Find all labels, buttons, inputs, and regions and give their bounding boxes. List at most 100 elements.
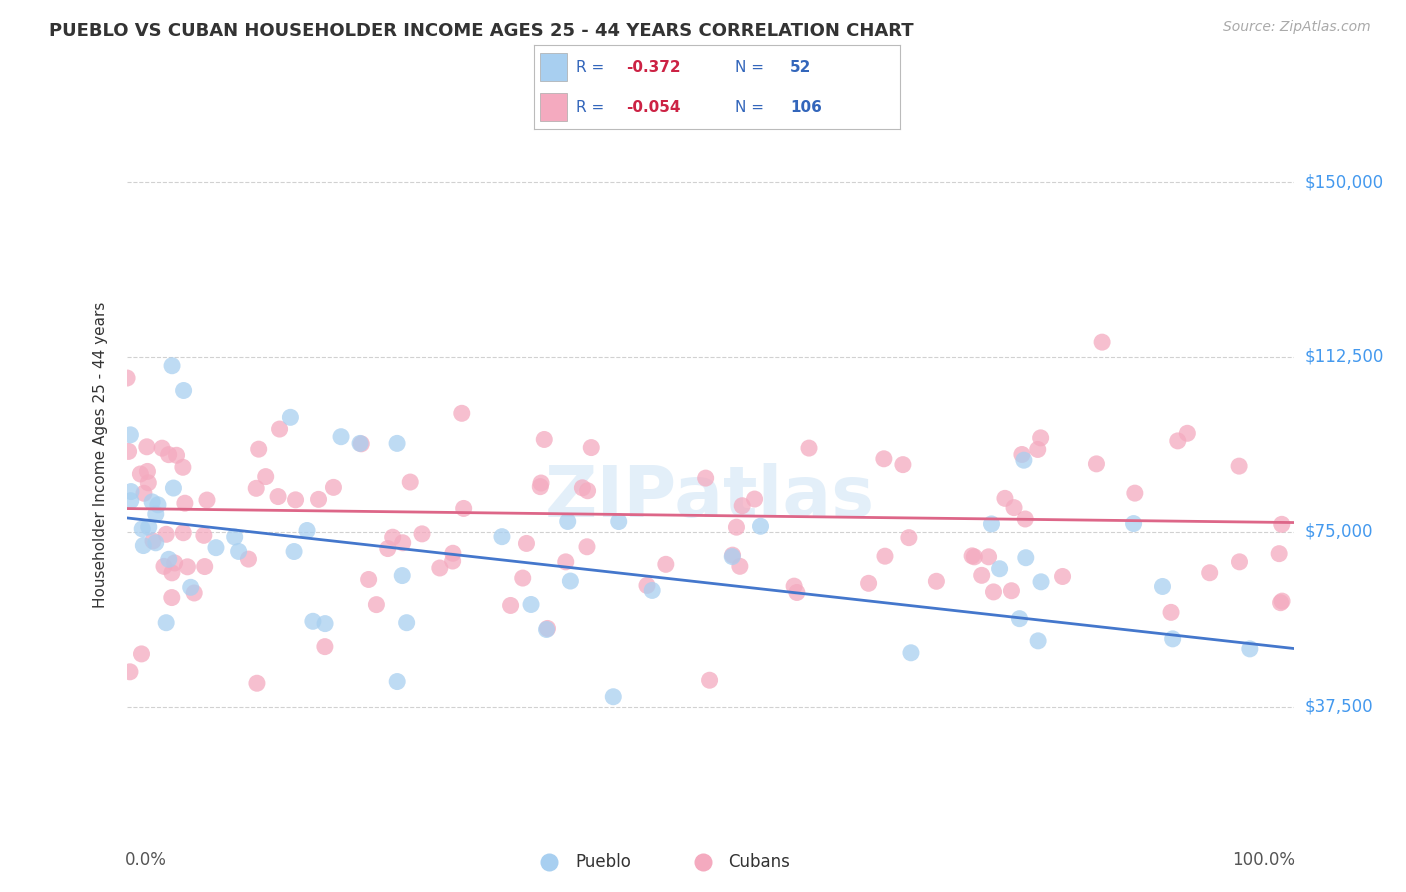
Point (797, 441, 820, 455)
Point (728, 559, 751, 574)
Point (983, 585, 1005, 599)
Point (897, 531, 920, 545)
Point (581, 441, 603, 455)
Text: R =: R = (576, 100, 605, 115)
Text: Source: ZipAtlas.com: Source: ZipAtlas.com (1223, 20, 1371, 34)
Point (441, 554, 464, 568)
Point (1029, 431, 1052, 445)
Point (1026, 442, 1049, 457)
Point (641, 583, 664, 598)
Point (988, 562, 1011, 576)
Point (160, 359, 183, 373)
Point (391, 568, 413, 582)
Point (1239, 641, 1261, 656)
Point (1161, 632, 1184, 646)
Point (118, 665, 141, 679)
Point (366, 598, 388, 612)
Point (429, 561, 451, 575)
Point (1123, 486, 1146, 500)
Point (141, 495, 163, 509)
Point (146, 498, 169, 512)
Point (731, 499, 754, 513)
Text: 106: 106 (790, 100, 823, 115)
Point (120, 427, 142, 442)
Point (283, 544, 305, 558)
Point (1271, 594, 1294, 608)
Point (491, 530, 513, 544)
Point (120, 493, 142, 508)
Point (136, 475, 159, 490)
Point (145, 536, 167, 550)
Point (132, 486, 155, 500)
Point (900, 646, 922, 660)
Point (131, 647, 153, 661)
Point (391, 535, 413, 549)
Point (157, 448, 180, 462)
Point (1052, 569, 1074, 583)
Text: Cubans: Cubans (728, 853, 790, 871)
Point (1000, 583, 1022, 598)
Point (783, 579, 806, 593)
Point (172, 460, 194, 475)
Point (1175, 426, 1198, 441)
Point (284, 492, 307, 507)
Text: $75,000: $75,000 (1305, 523, 1374, 541)
Point (195, 493, 218, 508)
Point (560, 574, 582, 588)
Point (174, 496, 197, 510)
Point (381, 530, 404, 544)
Point (749, 519, 772, 533)
Point (395, 615, 418, 630)
Point (162, 481, 184, 495)
Point (499, 599, 522, 613)
Point (194, 559, 217, 574)
Point (267, 490, 290, 504)
Point (160, 566, 183, 580)
Point (385, 436, 408, 450)
Point (173, 384, 195, 398)
Point (160, 591, 183, 605)
Point (269, 422, 291, 436)
FancyBboxPatch shape (540, 94, 567, 120)
Point (557, 515, 579, 529)
Point (858, 576, 880, 591)
Text: 52: 52 (790, 60, 811, 75)
Point (411, 527, 433, 541)
Point (1011, 448, 1033, 462)
Point (357, 573, 380, 587)
Point (636, 578, 658, 592)
Point (960, 549, 983, 563)
Point (131, 522, 153, 536)
Point (1122, 516, 1144, 531)
Point (721, 548, 744, 562)
Point (385, 674, 408, 689)
Point (205, 541, 228, 555)
Point (155, 527, 177, 541)
Y-axis label: Householder Income Ages 25 - 44 years: Householder Income Ages 25 - 44 years (93, 301, 108, 608)
Point (183, 586, 205, 600)
Point (142, 533, 165, 548)
Point (1015, 550, 1038, 565)
FancyBboxPatch shape (540, 54, 567, 80)
Point (350, 437, 373, 451)
Point (302, 615, 325, 629)
Text: $37,500: $37,500 (1305, 698, 1374, 715)
Point (786, 585, 808, 599)
Point (295, 524, 318, 538)
Point (453, 501, 475, 516)
Text: N =: N = (735, 100, 765, 115)
Point (530, 476, 553, 491)
Point (238, 552, 260, 566)
Point (725, 520, 748, 534)
Point (155, 615, 177, 630)
Point (571, 481, 593, 495)
Text: $150,000: $150,000 (1305, 173, 1384, 191)
Point (150, 441, 173, 455)
Point (1008, 612, 1031, 626)
Point (120, 484, 142, 499)
Point (399, 475, 422, 489)
Point (721, 549, 744, 564)
Point (977, 549, 1000, 564)
Point (744, 491, 766, 506)
Point (349, 436, 371, 450)
